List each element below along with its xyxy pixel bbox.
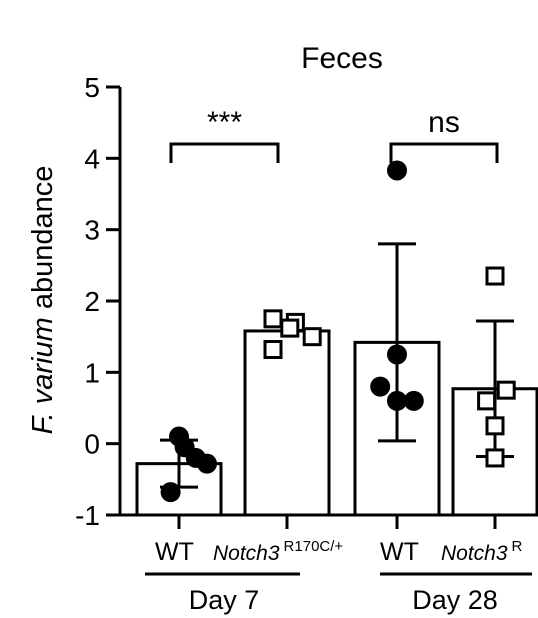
significance-label: ***: [207, 106, 242, 139]
y-axis: -1 0 1 2 3 4 5: [75, 72, 122, 531]
x-category-text: WT: [155, 538, 194, 566]
data-point: [160, 482, 181, 503]
x-category-label: Notch3 R170C/+: [213, 538, 343, 565]
data-point: [280, 318, 300, 338]
x-category-gene: Notch3: [441, 542, 508, 565]
data-point: [370, 376, 391, 397]
y-tick-label: 5: [84, 72, 100, 103]
data-point: [302, 327, 322, 347]
y-axis-label-species: F. varium: [27, 317, 59, 434]
data-point: [477, 391, 497, 411]
data-point: [496, 380, 516, 400]
y-tick-label: 1: [84, 357, 100, 388]
data-point: [174, 437, 195, 458]
data-point: [485, 416, 505, 436]
significance-label: ns: [428, 106, 460, 139]
significance-bracket: [169, 142, 280, 163]
y-tick-label: 2: [84, 286, 100, 317]
data-point: [403, 390, 424, 411]
x-category-gene: Notch3: [213, 542, 280, 565]
x-category-genotype: R: [512, 538, 523, 555]
y-tick-label: 0: [84, 429, 100, 460]
data-point: [485, 266, 505, 286]
group-label: Day 7: [189, 585, 260, 615]
significance-brackets: *** ns: [169, 106, 499, 163]
data-point: [387, 390, 407, 411]
group-label: Day 28: [412, 585, 498, 615]
y-tick-label: 3: [84, 215, 100, 246]
significance-bracket: [389, 142, 499, 163]
x-category-label: WT: [155, 538, 194, 566]
y-axis-label: F. varium abundance: [27, 166, 59, 435]
data-point: [387, 160, 407, 181]
x-category-genotype: R170C/+: [284, 538, 344, 555]
data-point: [485, 448, 505, 468]
x-category-text: WT: [380, 538, 419, 566]
x-category-label: WT: [380, 538, 419, 566]
y-tick-label: 4: [84, 143, 100, 174]
data-point: [263, 309, 283, 329]
y-axis-label-measure: abundance: [27, 166, 59, 318]
data-points: [160, 160, 516, 503]
y-tick-label: -1: [75, 500, 100, 531]
data-point: [263, 340, 283, 360]
chart-title: Feces: [301, 42, 383, 75]
x-category-label: Notch3 R: [441, 538, 523, 565]
bar: [243, 329, 331, 517]
data-point: [387, 344, 407, 365]
